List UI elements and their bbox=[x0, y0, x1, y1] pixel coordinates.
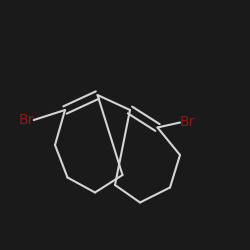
Text: Br: Br bbox=[180, 116, 196, 130]
Text: Br: Br bbox=[18, 113, 34, 127]
